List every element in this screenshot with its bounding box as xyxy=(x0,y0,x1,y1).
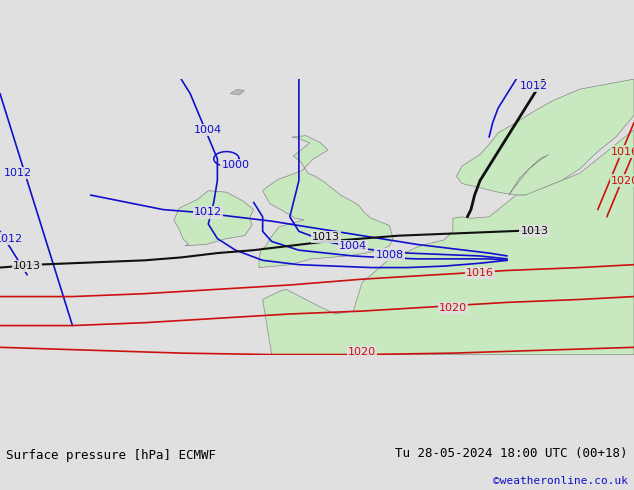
Text: Tu 28-05-2024 18:00 UTC (00+18): Tu 28-05-2024 18:00 UTC (00+18) xyxy=(395,447,628,460)
Text: 1000: 1000 xyxy=(221,160,250,170)
Text: 1020: 1020 xyxy=(348,346,377,357)
Text: 1020: 1020 xyxy=(439,303,467,313)
Text: 1013: 1013 xyxy=(521,226,548,236)
Text: 1016: 1016 xyxy=(466,269,494,278)
Text: 1013: 1013 xyxy=(312,232,340,242)
Text: 1012: 1012 xyxy=(0,234,23,244)
Text: 1004: 1004 xyxy=(339,241,367,251)
Polygon shape xyxy=(262,130,634,355)
Text: 1012: 1012 xyxy=(194,207,223,218)
Text: 1004: 1004 xyxy=(194,125,223,135)
Polygon shape xyxy=(259,136,393,268)
Polygon shape xyxy=(509,154,549,195)
Text: 1012: 1012 xyxy=(4,169,32,178)
Text: 1020: 1020 xyxy=(611,175,634,186)
Text: 1008: 1008 xyxy=(375,249,403,260)
Text: 1016: 1016 xyxy=(611,147,634,157)
Text: 1013: 1013 xyxy=(13,261,41,271)
Text: ©weatheronline.co.uk: ©weatheronline.co.uk xyxy=(493,476,628,486)
Text: 1012: 1012 xyxy=(521,81,548,91)
Text: Surface pressure [hPa] ECMWF: Surface pressure [hPa] ECMWF xyxy=(6,449,216,462)
Polygon shape xyxy=(230,89,245,95)
Polygon shape xyxy=(174,191,254,246)
Polygon shape xyxy=(456,79,634,195)
